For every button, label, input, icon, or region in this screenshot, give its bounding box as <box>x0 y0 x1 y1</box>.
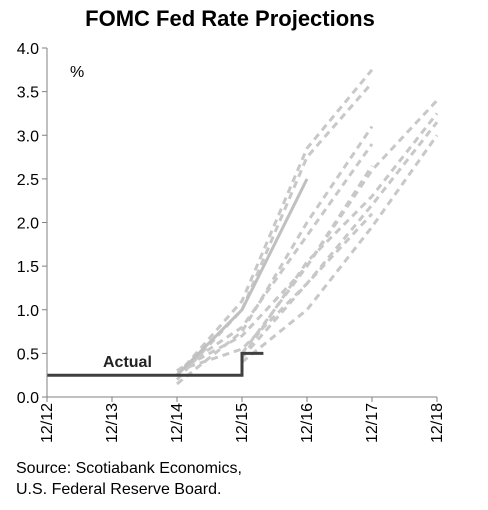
highlight-line <box>175 178 309 377</box>
projection-line-6 <box>176 212 374 373</box>
y-tick-label-2: 1.0 <box>17 303 39 320</box>
x-tick-label-6: 12/18 <box>429 403 446 443</box>
y-tick-label-7: 3.5 <box>17 85 39 102</box>
chart-title: FOMC Fed Rate Projections <box>85 6 375 31</box>
y-tick-label-0: 0.0 <box>17 390 39 407</box>
highlight-series-line <box>175 178 309 377</box>
projection-line-5 <box>176 164 374 373</box>
x-tick-label-2: 12/14 <box>169 403 186 443</box>
x-tick-label-0: 12/12 <box>39 403 56 443</box>
y-tick-label-6: 3.0 <box>17 128 39 145</box>
actual-rate-line <box>47 351 264 377</box>
projection-line-1 <box>175 68 374 377</box>
y-tick-label-8: 4.0 <box>17 41 39 58</box>
source-line-1: Source: Scotiabank Economics, <box>16 460 242 477</box>
y-tick-label-5: 2.5 <box>17 172 39 189</box>
actual-annotation: Actual <box>103 354 152 371</box>
projection-line-4 <box>176 143 374 373</box>
projection-line-7 <box>240 99 439 355</box>
y-tick-label-3: 1.5 <box>17 259 39 276</box>
projection-line-8 <box>240 112 439 359</box>
unit-label: % <box>70 64 84 81</box>
y-tick-label-1: 0.5 <box>17 346 39 363</box>
source-line-2: U.S. Federal Reserve Board. <box>16 481 222 498</box>
source-note: Source: Scotiabank Economics, U.S. Feder… <box>16 458 242 500</box>
x-tick-label-3: 12/15 <box>234 403 251 443</box>
x-tick-label-4: 12/16 <box>299 403 316 443</box>
projection-lines <box>175 68 439 386</box>
y-tick-labels: 0.0 0.5 1.0 1.5 2.0 2.5 3.0 3.5 4.0 <box>17 41 39 407</box>
actual-series-line <box>47 351 264 377</box>
fomc-rate-chart: 0.00.51.01.52.02.53.03.54.0 12/12 12/13 12… <box>17 41 446 443</box>
axes <box>42 47 438 402</box>
x-tick-labels: 12/12 12/13 12/14 12/15 12/16 12/17 12/18 <box>39 403 446 443</box>
y-tick-label-4: 2.0 <box>17 216 39 233</box>
x-tick-label-5: 12/17 <box>364 403 381 443</box>
projection-line-3 <box>176 125 374 386</box>
projection-line-10 <box>241 134 439 364</box>
x-tick-label-1: 12/13 <box>104 403 121 443</box>
projection-line-9 <box>240 121 439 359</box>
